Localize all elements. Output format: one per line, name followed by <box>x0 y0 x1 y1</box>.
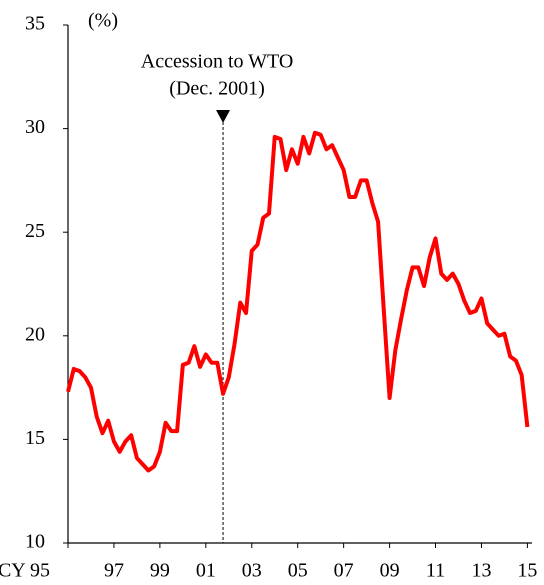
line-series <box>66 130 530 473</box>
y-tick-label: 20 <box>25 323 45 345</box>
y-tick-label: 25 <box>25 220 45 242</box>
x-tick-label: 99 <box>150 560 170 582</box>
x-tick-label: 09 <box>380 560 400 582</box>
y-axis-label: (%) <box>88 10 118 32</box>
annotation-arrow <box>216 110 231 123</box>
x-tick-label: 13 <box>471 560 491 582</box>
x-tick-label: 01 <box>196 560 216 582</box>
x-tick-label: 05 <box>288 560 308 582</box>
y-tick-label: 15 <box>25 427 45 449</box>
annotation-text: (Dec. 2001) <box>169 78 265 100</box>
x-tick-label: 11 <box>426 560 445 582</box>
x-tick-label: 97 <box>104 560 124 582</box>
x-tick-label: 15 <box>517 560 537 582</box>
y-tick-label: 35 <box>25 13 45 35</box>
annotation-text: Accession to WTO <box>141 51 294 73</box>
x-tick-label: 07 <box>334 560 354 582</box>
y-tick-label: 10 <box>25 531 45 553</box>
x-tick-label: 03 <box>242 560 262 582</box>
y-tick-label: 30 <box>25 116 45 138</box>
x-tick-label: CY 95 <box>0 560 50 582</box>
